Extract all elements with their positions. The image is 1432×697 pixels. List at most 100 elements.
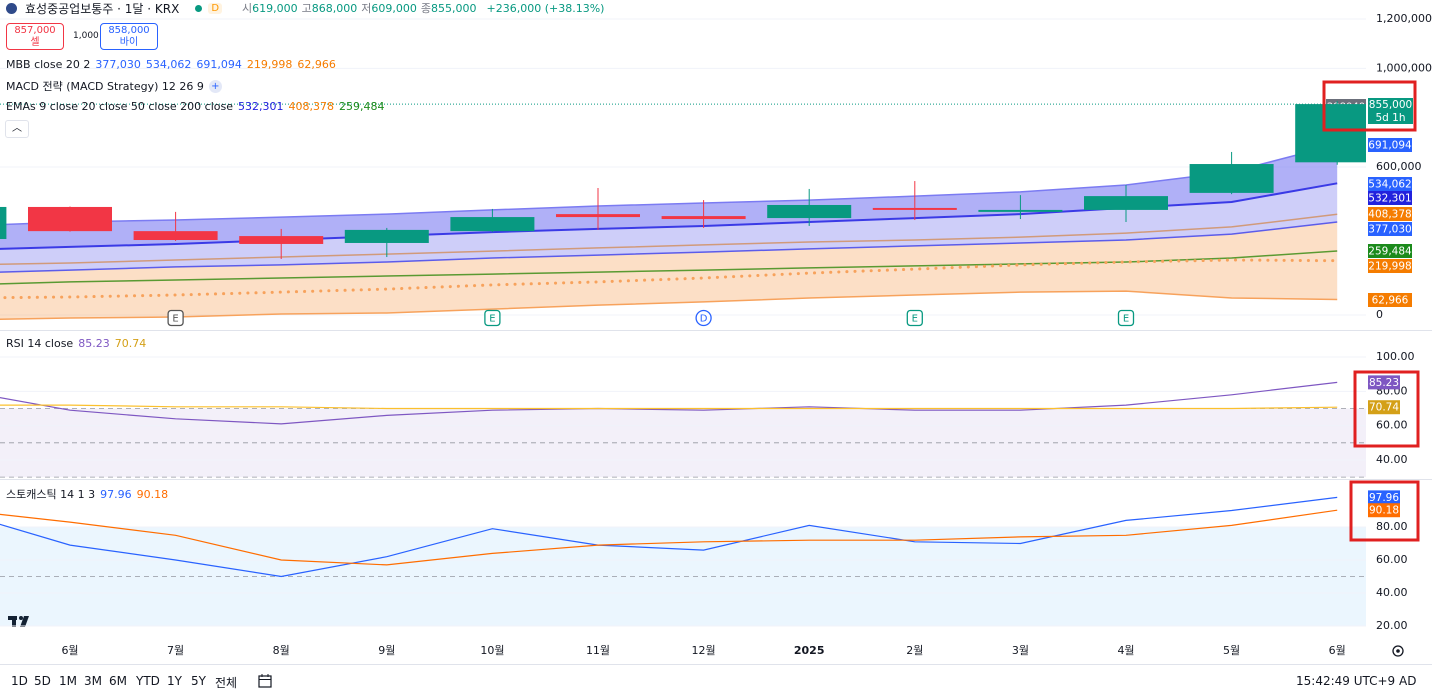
legend-value: 532,301 — [238, 99, 284, 113]
market-status — [195, 4, 203, 12]
candle-body — [344, 229, 429, 243]
x-tick-label: 9월 — [378, 644, 395, 657]
y-tick-label: 600,000 — [1376, 160, 1422, 173]
legend-value: 219,998 — [246, 57, 293, 71]
date-range-icon[interactable] — [257, 673, 275, 689]
x-tick-label: 2025 — [794, 644, 825, 657]
legend: MBB close 20 2 377,030 534,062 691,094 219,9… — [6, 57, 336, 71]
legend-value: 62,966 — [297, 57, 336, 71]
pane — [0, 356, 1366, 478]
axis-value-badge — [1368, 222, 1412, 236]
change: +236,000 (+38.13%) — [486, 1, 605, 15]
legend-label: MACD 전략 (MACD Strategy) 12 26 9 — [6, 80, 204, 93]
axis-value-badge — [1368, 191, 1412, 205]
x-tick-label: 5월 — [1223, 644, 1240, 657]
legend-value: 259,484 — [339, 99, 385, 113]
range-button[interactable]: 5D — [34, 674, 51, 688]
y-tick-label: 60.00 — [1376, 553, 1408, 566]
axis-value-badge-text: 534,062 — [1368, 179, 1411, 191]
symbol-icon — [6, 2, 17, 14]
x-tick-label: 12월 — [692, 644, 716, 657]
legend-add-button[interactable]: + — [208, 79, 222, 93]
highlight-boxes — [1322, 80, 1420, 542]
spread: 1,000 — [73, 31, 99, 41]
axis-value-badge-text: 408,378 — [1368, 209, 1411, 221]
series-line — [0, 404, 1338, 410]
range-button[interactable]: YTD — [136, 674, 160, 688]
legend-label: RSI 14 close — [6, 336, 74, 350]
event-label: E — [1123, 314, 1129, 325]
band-fill — [0, 144, 1338, 249]
event-label: D — [700, 314, 708, 325]
range-button[interactable]: 6M — [109, 674, 127, 688]
sell-button[interactable]: 857,000 셀 — [6, 23, 64, 50]
ohlc-value: 619,000 — [252, 2, 298, 15]
event-label: E — [912, 314, 918, 325]
pane — [0, 496, 1366, 627]
legend-value: 534,062 — [145, 57, 192, 71]
axis-value-badge-text: 259,484 — [1368, 246, 1412, 258]
axis-value-badge — [1368, 293, 1412, 307]
bottom-toolbar: 15:42:49 UTC+9 AD 1D 5D 1M 3M 6M YTD 1Y 5Y 전체 — [0, 664, 1432, 697]
axis-value-badge — [1368, 490, 1400, 505]
x-tick-label: 7월 — [167, 644, 184, 657]
axis-value-badge — [1368, 503, 1400, 518]
axis-value-badge — [1368, 177, 1412, 191]
range-button[interactable]: 1D — [11, 674, 28, 688]
ohlc-value: 855,000 — [431, 2, 477, 15]
legend-value: 691,094 — [196, 57, 242, 71]
axis-value-badge-text: 97.96 — [1369, 492, 1399, 504]
range-button[interactable]: 1M — [59, 674, 77, 688]
candle-body — [450, 217, 535, 232]
x-tick-label: 6월 — [61, 644, 78, 657]
indicator-line — [0, 221, 1338, 273]
y-tick-label: 40.00 — [1376, 586, 1408, 599]
y-tick-label: 80.00 — [1376, 520, 1408, 533]
ohlc-key: 저 — [361, 2, 372, 15]
axis-value-badge-text: 532,301 — [1368, 193, 1411, 205]
legend: RSI 14 close 85.23 70.74 — [6, 336, 146, 350]
settings-icon[interactable] — [1392, 645, 1404, 657]
axis-value-badge-text: 691,094 — [1368, 140, 1412, 152]
event-marker — [167, 309, 184, 327]
range-button[interactable]: 5Y — [191, 674, 206, 688]
event-marker — [1117, 309, 1135, 327]
event-label: E — [172, 314, 178, 325]
pane — [0, 18, 1366, 321]
candle-body — [133, 231, 218, 241]
buy-label: 바이 — [119, 37, 139, 48]
axis-value-badge — [1368, 207, 1412, 221]
symbol: 효성중공업보통주 · 1달 · KRX — [25, 1, 180, 16]
range-button[interactable]: 3M — [84, 674, 102, 688]
adjust-toggle[interactable]: AD — [1399, 674, 1417, 688]
indicator-line — [0, 290, 1338, 321]
candle-body — [1084, 196, 1168, 210]
event-marker — [695, 309, 712, 327]
countdown-text: 5d 1h — [1375, 112, 1405, 124]
ohlc-key: 종 — [420, 2, 432, 15]
collapse-button[interactable]: ︿ — [5, 120, 29, 138]
range-button[interactable]: 전체 — [215, 676, 238, 690]
buy-button[interactable]: 858,000 바이 — [100, 23, 158, 50]
x-tick-label: 10월 — [480, 644, 504, 657]
candle-body — [239, 236, 324, 244]
x-tick-label: 11월 — [586, 644, 610, 657]
chart: 298040 855,000 5d 1h 0600,0001,000,0001,… — [0, 12, 1432, 657]
axis-value-badge — [1368, 400, 1400, 415]
range-button[interactable]: 1Y — [167, 674, 182, 688]
axis-value-badge — [1368, 138, 1412, 152]
ohlc-value: 868,000 — [311, 2, 358, 15]
y-tick-label: 1,200,000 — [1376, 12, 1432, 25]
ohlc-key: 고 — [301, 2, 312, 15]
legend-value: 70.74 — [114, 336, 147, 350]
ohlc-value: 609,000 — [371, 2, 417, 15]
buy-price: 858,000 — [108, 25, 150, 36]
series-line — [0, 496, 1338, 578]
interval-badge: D — [208, 2, 223, 14]
x-tick-label: 2월 — [906, 644, 923, 657]
axis-value-badge — [1368, 244, 1412, 258]
ohlc-key: 시 — [242, 2, 253, 15]
legend-value: 85.23 — [78, 336, 110, 350]
ohlc: 시619,000 고868,000 저609,000 종855,000 — [242, 0, 481, 16]
tv-logo — [8, 616, 29, 627]
